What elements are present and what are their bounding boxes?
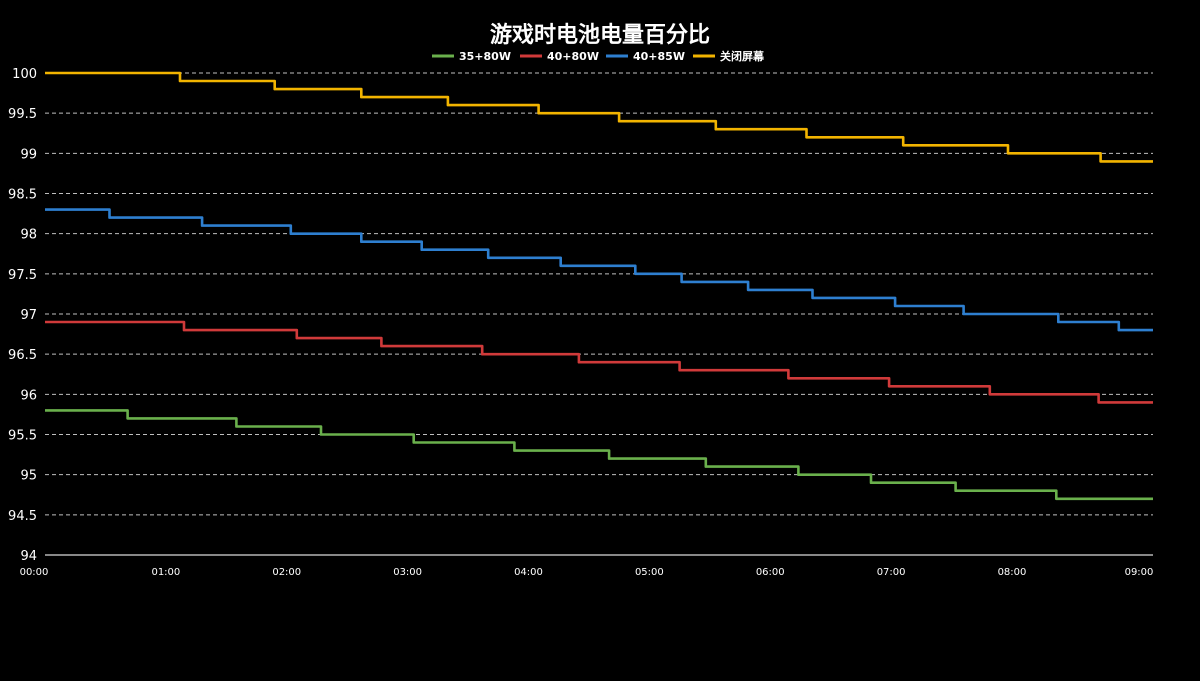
x-tick-label: 03:00 — [393, 567, 422, 578]
legend-label: 关闭屏幕 — [720, 49, 765, 63]
x-tick-label: 08:00 — [998, 567, 1027, 578]
y-tick-label: 95.5 — [8, 429, 37, 444]
x-tick-label: 04:00 — [514, 567, 543, 578]
series-line-3 — [45, 71, 1153, 163]
x-tick-label: 01:00 — [151, 567, 180, 578]
y-tick-label: 97 — [20, 308, 37, 323]
y-tick-labels: 94 94.5 95 95.5 96 96.5 97 97.5 98 98.5 99 99.5 100 — [8, 67, 37, 564]
legend-item-1: 40+80W — [520, 50, 599, 63]
x-tick-label: 07:00 — [877, 567, 906, 578]
y-tick-label: 100 — [12, 67, 37, 82]
x-tick-label: 02:00 — [272, 567, 301, 578]
x-tick-labels: 00:00 01:00 02:00 03:00 04:00 05:00 06:00 07:00… — [20, 567, 1154, 578]
y-tick-label: 99 — [20, 147, 37, 162]
legend-item-0: 35+80W — [432, 50, 511, 63]
series-line-0 — [45, 409, 1153, 501]
x-tick-label: 00:00 — [20, 567, 49, 578]
series-lines — [45, 71, 1153, 501]
y-tick-label: 97.5 — [8, 268, 37, 283]
y-tick-label: 98 — [20, 228, 37, 243]
y-tick-label: 94.5 — [8, 509, 37, 524]
y-tick-label: 95 — [20, 469, 37, 484]
y-tick-label: 98.5 — [8, 188, 37, 203]
legend-label: 40+85W — [633, 50, 685, 63]
chart-title: 游戏时电池电量百分比 — [490, 22, 710, 48]
y-tick-label: 96 — [20, 388, 37, 403]
legend-item-3: 关闭屏幕 — [693, 49, 765, 63]
legend-label: 40+80W — [547, 50, 599, 63]
series-line-2 — [45, 208, 1153, 332]
x-tick-label: 06:00 — [756, 567, 785, 578]
x-tick-label: 05:00 — [635, 567, 664, 578]
x-tick-label: 09:00 — [1125, 567, 1154, 578]
y-tick-label: 96.5 — [8, 348, 37, 363]
legend-label: 35+80W — [459, 50, 511, 63]
legend-item-2: 40+85W — [606, 50, 685, 63]
series-line-1 — [45, 320, 1153, 404]
y-tick-label: 99.5 — [8, 107, 37, 122]
legend: 35+80W 40+80W 40+85W 关闭屏幕 — [432, 49, 765, 63]
gridlines — [45, 72, 1153, 516]
y-tick-label: 94 — [20, 549, 37, 564]
